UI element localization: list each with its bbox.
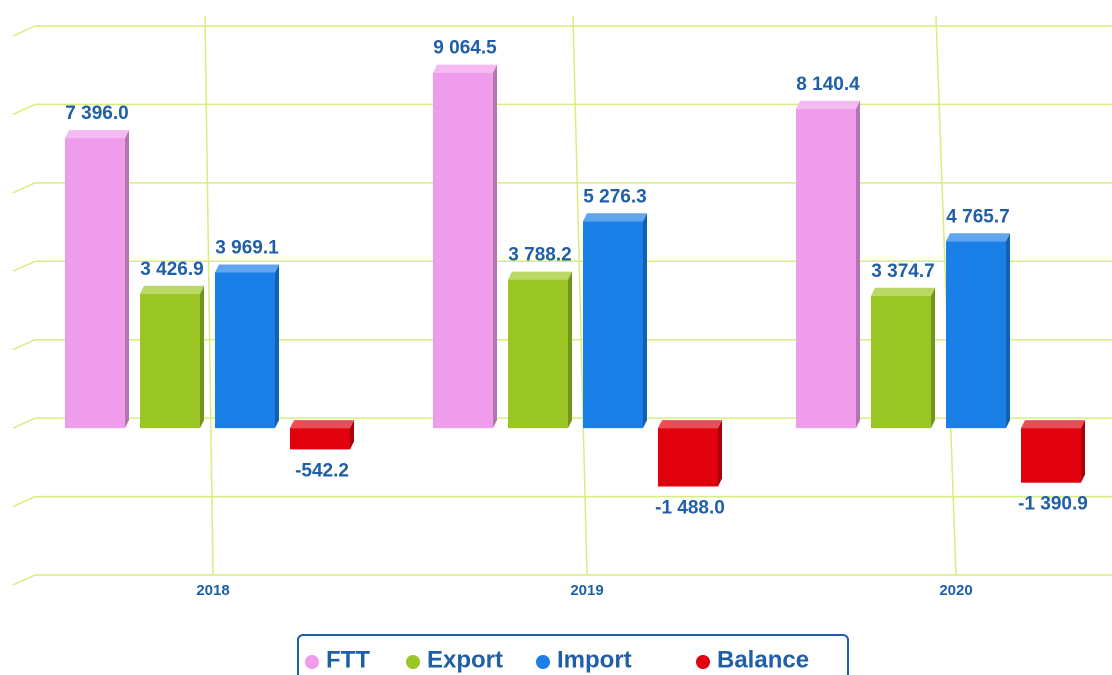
legend: FTT Export Import Balance bbox=[297, 634, 849, 675]
grid-edge bbox=[12, 495, 36, 508]
data-label: 9 064.5 bbox=[433, 38, 497, 59]
grid-edge bbox=[12, 574, 36, 586]
legend-label: Export bbox=[427, 646, 503, 673]
bar-top bbox=[871, 287, 935, 296]
data-label: 4 765.7 bbox=[946, 206, 1009, 227]
legend-marker bbox=[305, 655, 319, 669]
bar-side bbox=[125, 130, 129, 429]
bar-3d bbox=[508, 271, 572, 429]
bar-3d bbox=[583, 213, 647, 429]
bar-top bbox=[583, 213, 647, 222]
bar-top bbox=[140, 285, 204, 294]
grid-edge bbox=[12, 182, 36, 194]
bar-side bbox=[931, 287, 935, 429]
bar bbox=[871, 295, 931, 429]
legend-marker bbox=[696, 655, 710, 669]
bar-top bbox=[290, 420, 354, 429]
bar bbox=[946, 241, 1006, 429]
grid-edge bbox=[12, 417, 36, 429]
bar bbox=[433, 72, 493, 429]
bar-3d bbox=[140, 285, 204, 429]
grid-edge bbox=[12, 25, 36, 37]
data-label: 8 140.4 bbox=[796, 74, 860, 95]
legend-label: FTT bbox=[326, 646, 370, 673]
legend-label: Import bbox=[557, 646, 632, 673]
bar-top bbox=[433, 64, 497, 73]
bar bbox=[658, 428, 718, 487]
bar-top bbox=[65, 130, 129, 139]
bar-side bbox=[1081, 420, 1085, 483]
bar-3d bbox=[215, 264, 279, 429]
bar-3d bbox=[658, 420, 722, 487]
bar-top bbox=[215, 264, 279, 273]
x-grid-line bbox=[572, 15, 588, 576]
grid-edge bbox=[12, 103, 36, 116]
bar-side bbox=[643, 213, 647, 429]
data-label: 3 374.7 bbox=[871, 261, 934, 282]
bar-top bbox=[508, 271, 572, 280]
data-label: 5 276.3 bbox=[583, 186, 646, 207]
x-tick-label: 2019 bbox=[570, 582, 603, 599]
bar-side bbox=[493, 64, 497, 429]
data-label: -542.2 bbox=[295, 460, 349, 481]
bar-top bbox=[796, 100, 860, 109]
bar bbox=[290, 428, 350, 450]
bar-3d bbox=[946, 233, 1010, 429]
data-label: -1 390.9 bbox=[1018, 494, 1088, 515]
bar-3d bbox=[796, 100, 860, 429]
bar bbox=[65, 138, 125, 429]
data-label: 3 969.1 bbox=[215, 238, 279, 259]
bar-side bbox=[718, 420, 722, 487]
bar-side bbox=[275, 264, 279, 429]
bar-side bbox=[856, 100, 860, 429]
bar-3d bbox=[65, 130, 129, 429]
bar-side bbox=[200, 285, 204, 429]
bar-3d bbox=[1021, 420, 1085, 483]
bar-3d bbox=[871, 287, 935, 429]
bar bbox=[583, 221, 643, 429]
bar-side bbox=[568, 271, 572, 429]
grid-edge bbox=[12, 339, 36, 351]
legend-box bbox=[297, 634, 849, 675]
bar bbox=[215, 272, 275, 429]
data-label: 3 788.2 bbox=[508, 245, 571, 266]
bar bbox=[796, 108, 856, 429]
x-grid-line bbox=[204, 15, 214, 576]
legend-marker bbox=[536, 655, 550, 669]
bar-3d bbox=[433, 64, 497, 429]
bar-top bbox=[1021, 420, 1085, 429]
data-label: 7 396.0 bbox=[65, 103, 128, 124]
grid-edge bbox=[12, 260, 36, 272]
bar bbox=[1021, 428, 1081, 483]
bar-top bbox=[946, 233, 1010, 242]
data-label: -1 488.0 bbox=[655, 498, 725, 519]
bar-3d bbox=[290, 420, 354, 450]
legend-label: Balance bbox=[717, 646, 809, 673]
bar-side bbox=[350, 420, 354, 450]
legend-marker bbox=[406, 655, 420, 669]
bar bbox=[140, 293, 200, 429]
bar bbox=[508, 279, 568, 429]
data-label: 3 426.9 bbox=[140, 259, 203, 280]
x-tick-label: 2018 bbox=[196, 582, 229, 599]
bar-side bbox=[1006, 233, 1010, 429]
x-tick-label: 2020 bbox=[939, 582, 972, 599]
bar-top bbox=[658, 420, 722, 429]
